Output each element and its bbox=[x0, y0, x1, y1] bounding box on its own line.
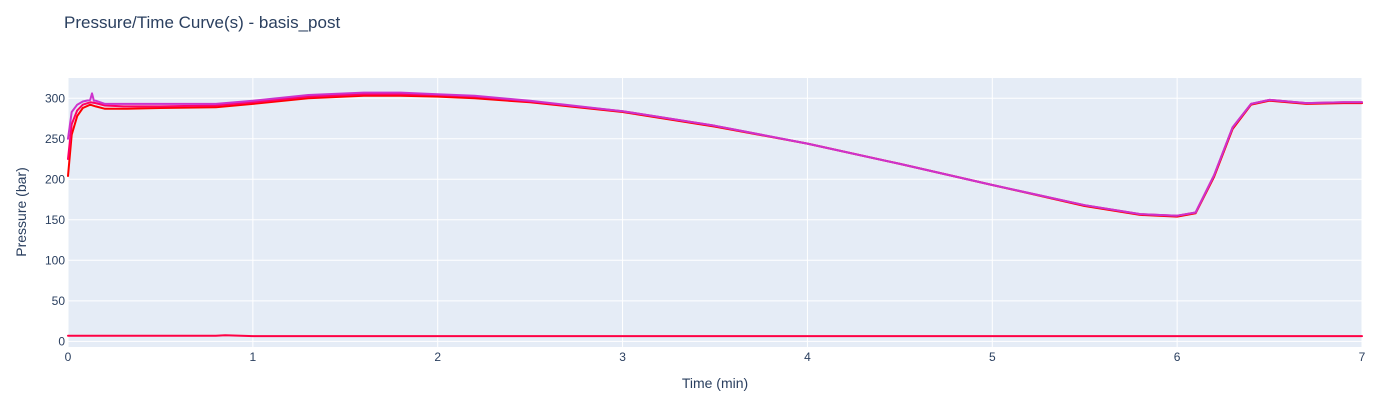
series-line-3 bbox=[67, 91, 1363, 217]
x-tick-labels: 0 1 2 3 4 5 6 7 bbox=[65, 350, 1366, 364]
x-tick-label: 4 bbox=[804, 350, 811, 364]
x-tick-label: 5 bbox=[989, 350, 996, 364]
y-tick-label: 200 bbox=[45, 172, 65, 186]
series-lines bbox=[67, 91, 1363, 338]
plot-area bbox=[68, 78, 1362, 347]
y-gridlines bbox=[68, 97, 1362, 342]
x-gridlines bbox=[67, 78, 1363, 347]
y-tick-label: 250 bbox=[45, 132, 65, 146]
x-axis-title: Time (min) bbox=[682, 375, 748, 391]
y-tick-label: 0 bbox=[58, 334, 65, 348]
x-tick-label: 7 bbox=[1359, 350, 1366, 364]
chart-title: Pressure/Time Curve(s) - basis_post bbox=[64, 13, 340, 32]
y-tick-label: 100 bbox=[45, 253, 65, 267]
x-tick-label: 3 bbox=[619, 350, 626, 364]
y-axis-title: Pressure (bar) bbox=[13, 167, 29, 256]
x-tick-label: 2 bbox=[434, 350, 441, 364]
x-tick-label: 6 bbox=[1174, 350, 1181, 364]
x-tick-label: 1 bbox=[250, 350, 257, 364]
series-line-4 bbox=[67, 334, 1363, 338]
y-tick-label: 150 bbox=[45, 213, 65, 227]
y-tick-labels: 0 50 100 150 200 250 300 bbox=[45, 91, 65, 348]
x-tick-label: 0 bbox=[65, 350, 72, 364]
y-tick-label: 300 bbox=[45, 91, 65, 105]
y-tick-label: 50 bbox=[52, 294, 66, 308]
